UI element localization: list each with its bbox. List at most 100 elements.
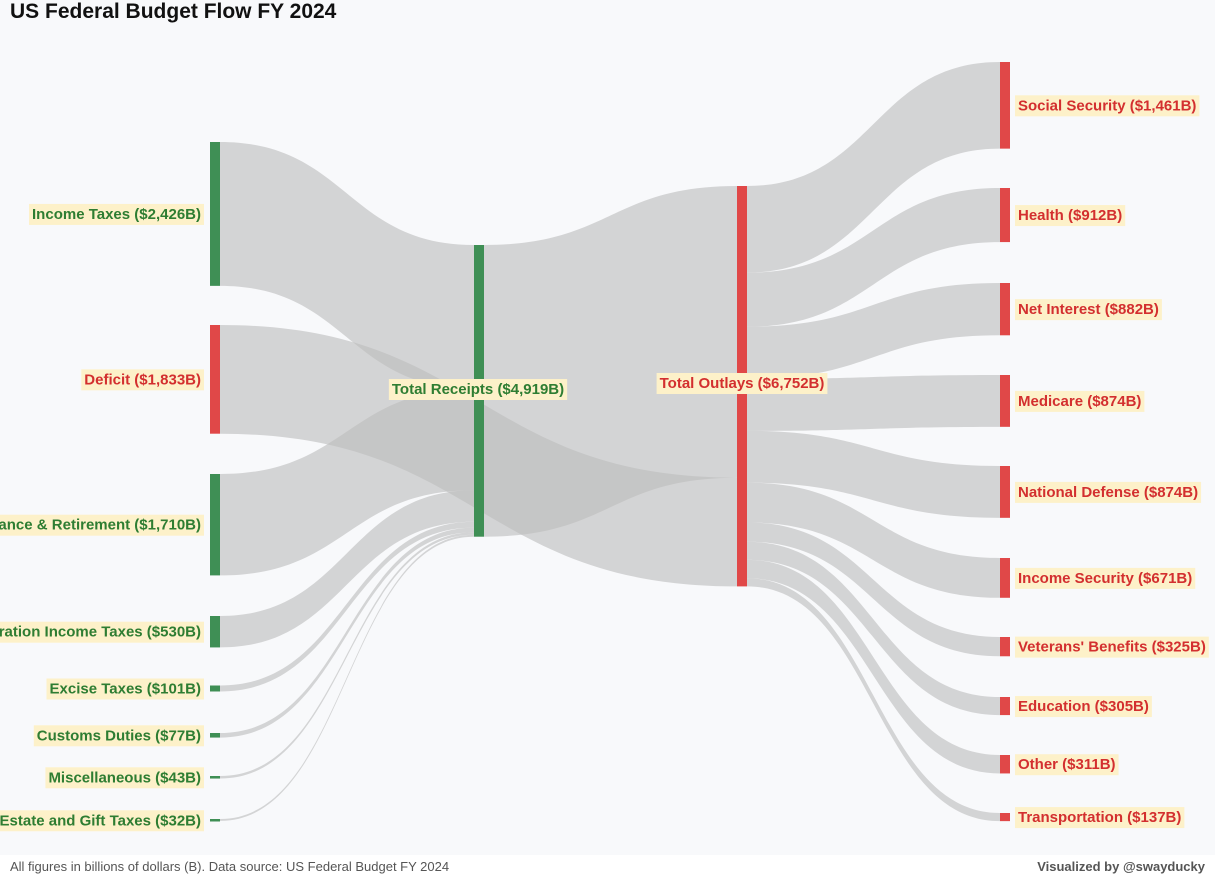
link-transportation bbox=[747, 578, 1000, 822]
link-income-taxes bbox=[220, 142, 474, 389]
label-other: Other ($311B) bbox=[1015, 754, 1119, 776]
label-excise-bg bbox=[46, 678, 204, 700]
link-misc bbox=[220, 532, 474, 779]
node-net-interest bbox=[1000, 283, 1010, 336]
label-health-bg bbox=[1015, 205, 1126, 227]
label-total-receipts: Total Receipts ($4,919B) bbox=[388, 379, 568, 400]
sankey-links bbox=[220, 62, 1000, 822]
label-transportation-text: Transportation ($137B) bbox=[1018, 809, 1181, 826]
link-net-interest bbox=[747, 283, 1000, 380]
link-estate bbox=[220, 534, 474, 821]
label-corp-taxes-text: Corporation Income Taxes ($530B) bbox=[0, 624, 201, 641]
label-veterans: Veterans' Benefits ($325B) bbox=[1015, 636, 1209, 658]
node-health bbox=[1000, 188, 1010, 243]
link-national-defense bbox=[747, 430, 1000, 518]
label-income-security-text: Income Security ($671B) bbox=[1018, 570, 1192, 587]
footer: All figures in billions of dollars (B). … bbox=[0, 855, 1215, 877]
node-veterans bbox=[1000, 637, 1010, 657]
label-estate-text: Estate and Gift Taxes ($32B) bbox=[0, 812, 201, 829]
label-customs-bg bbox=[33, 725, 205, 747]
node-medicare bbox=[1000, 375, 1010, 427]
link-other bbox=[747, 559, 1000, 774]
label-deficit-bg bbox=[81, 369, 204, 391]
node-social-security bbox=[1000, 62, 1010, 149]
link-income-security bbox=[747, 482, 1000, 598]
node-estate bbox=[210, 819, 220, 822]
label-ss-retirement-bg bbox=[0, 514, 205, 536]
label-health-text: Health ($912B) bbox=[1018, 207, 1122, 224]
label-misc-bg bbox=[45, 767, 204, 789]
label-deficit: Deficit ($1,833B) bbox=[81, 369, 204, 391]
label-income-taxes-text: Income Taxes ($2,426B) bbox=[32, 206, 201, 223]
label-medicare: Medicare ($874B) bbox=[1015, 390, 1145, 412]
node-transportation bbox=[1000, 813, 1010, 822]
link-veterans bbox=[747, 522, 1000, 657]
label-deficit-text: Deficit ($1,833B) bbox=[84, 371, 201, 388]
label-income-taxes: Income Taxes ($2,426B) bbox=[29, 203, 204, 225]
label-veterans-text: Veterans' Benefits ($325B) bbox=[1018, 639, 1206, 656]
link-excise bbox=[220, 521, 474, 692]
label-veterans-bg bbox=[1015, 636, 1209, 658]
label-net-interest: Net Interest ($882B) bbox=[1015, 299, 1162, 321]
label-customs-text: Customs Duties ($77B) bbox=[37, 727, 201, 744]
label-national-defense-text: National Defense ($874B) bbox=[1018, 484, 1198, 501]
node-other bbox=[1000, 755, 1010, 774]
label-transportation: Transportation ($137B) bbox=[1015, 807, 1185, 829]
node-income-taxes bbox=[210, 142, 220, 286]
label-estate: Estate and Gift Taxes ($32B) bbox=[0, 810, 205, 832]
link-customs bbox=[220, 527, 474, 738]
label-corp-taxes: Corporation Income Taxes ($530B) bbox=[0, 621, 205, 643]
label-ss-retirement: Social Insurance & Retirement ($1,710B) bbox=[0, 514, 205, 536]
label-national-defense: National Defense ($874B) bbox=[1015, 481, 1202, 503]
label-education-bg bbox=[1015, 696, 1152, 718]
label-education-text: Education ($305B) bbox=[1018, 698, 1149, 715]
label-other-text: Other ($311B) bbox=[1018, 756, 1116, 773]
sankey-diagram: Income Taxes ($2,426B) Deficit ($1,833B) S… bbox=[0, 62, 1209, 832]
node-corp-taxes bbox=[210, 616, 220, 648]
node-excise bbox=[210, 685, 220, 692]
label-transportation-bg bbox=[1015, 807, 1185, 829]
label-medicare-bg bbox=[1015, 390, 1145, 412]
label-customs: Customs Duties ($77B) bbox=[33, 725, 205, 747]
link-corp-taxes bbox=[220, 490, 474, 648]
label-medicare-text: Medicare ($874B) bbox=[1018, 393, 1141, 410]
node-deficit bbox=[210, 325, 220, 434]
label-misc-text: Miscellaneous ($43B) bbox=[48, 769, 201, 786]
label-ss-retirement-text: Social Insurance & Retirement ($1,710B) bbox=[0, 517, 201, 534]
label-corp-taxes-bg bbox=[0, 621, 205, 643]
link-social-security bbox=[747, 62, 1000, 273]
label-income-taxes-bg bbox=[29, 203, 204, 225]
sankey-labels: Income Taxes ($2,426B) Deficit ($1,833B) S… bbox=[0, 95, 1209, 832]
node-national-defense bbox=[1000, 466, 1010, 518]
credit: Visualized by @swayducky bbox=[1037, 859, 1205, 874]
label-social-security-text: Social Security ($1,461B) bbox=[1018, 97, 1196, 114]
chart-title: US Federal Budget Flow FY 2024 bbox=[10, 0, 337, 23]
label-health: Health ($912B) bbox=[1015, 205, 1126, 227]
label-total-outlays: Total Outlays ($6,752B) bbox=[656, 373, 828, 394]
label-total-outlays-text: Total Outlays ($6,752B) bbox=[660, 375, 825, 392]
label-misc: Miscellaneous ($43B) bbox=[45, 767, 204, 789]
label-total-outlays-bg bbox=[656, 373, 828, 394]
label-estate-bg bbox=[0, 810, 205, 832]
label-total-receipts-bg bbox=[388, 379, 568, 400]
label-net-interest-bg bbox=[1015, 299, 1162, 321]
label-social-security-bg bbox=[1015, 95, 1200, 117]
node-misc bbox=[210, 776, 220, 779]
label-education: Education ($305B) bbox=[1015, 696, 1152, 718]
footnote: All figures in billions of dollars (B). … bbox=[10, 859, 450, 874]
link-education bbox=[747, 541, 1000, 716]
link-health bbox=[747, 188, 1000, 327]
label-other-bg bbox=[1015, 754, 1119, 776]
node-income-security bbox=[1000, 558, 1010, 598]
label-net-interest-text: Net Interest ($882B) bbox=[1018, 301, 1159, 318]
node-ss-retirement bbox=[210, 474, 220, 576]
label-income-security: Income Security ($671B) bbox=[1015, 567, 1196, 589]
node-customs bbox=[210, 733, 220, 738]
label-total-receipts-text: Total Receipts ($4,919B) bbox=[392, 381, 564, 398]
label-excise-text: Excise Taxes ($101B) bbox=[50, 680, 202, 697]
label-social-security: Social Security ($1,461B) bbox=[1015, 95, 1200, 117]
label-excise: Excise Taxes ($101B) bbox=[46, 678, 204, 700]
label-income-security-bg bbox=[1015, 567, 1196, 589]
label-national-defense-bg bbox=[1015, 481, 1202, 503]
node-education bbox=[1000, 697, 1010, 716]
